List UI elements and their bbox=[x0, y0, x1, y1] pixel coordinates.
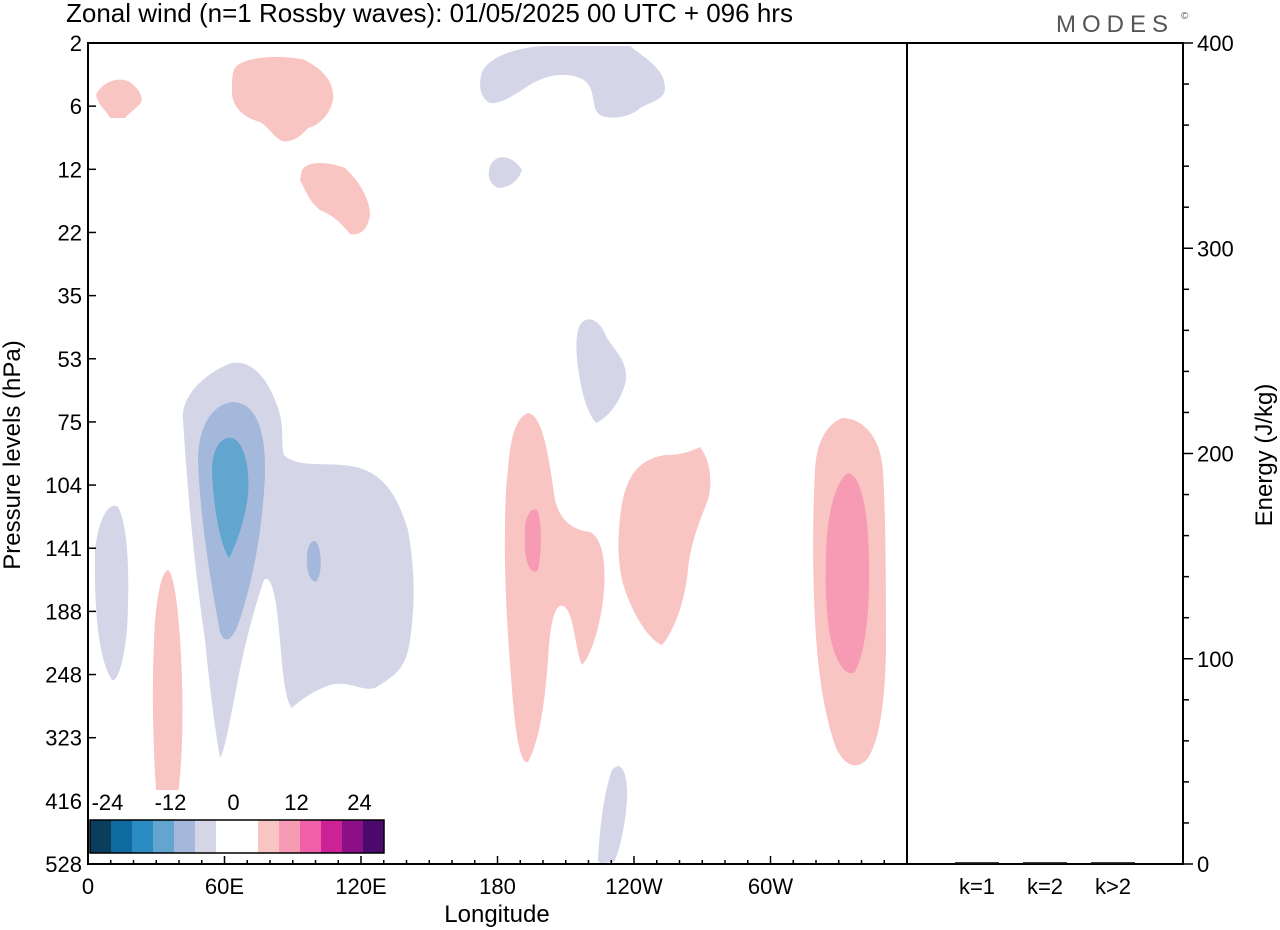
pos-weak-contour bbox=[232, 56, 334, 142]
y-tick-label: 141 bbox=[45, 536, 82, 561]
wavenumber-labels: k=1 k=2 k>2 bbox=[959, 874, 1131, 899]
colorbar-swatch bbox=[237, 820, 258, 853]
energy-tick-label: 300 bbox=[1197, 236, 1234, 261]
y-tick-label: 12 bbox=[58, 157, 82, 182]
y-tick-label: 528 bbox=[45, 852, 82, 877]
energy-tick-label: 0 bbox=[1197, 852, 1209, 877]
y-tick-label: 53 bbox=[58, 347, 82, 372]
pressure-axis: 2 6 12 22 35 53 75 104 141 188 248 323 416 528 bbox=[45, 31, 96, 877]
y-tick-label: 416 bbox=[45, 789, 82, 814]
y-tick-label: 323 bbox=[45, 726, 82, 751]
x-tick-label: 180 bbox=[479, 874, 516, 899]
y-tick-label: 188 bbox=[45, 599, 82, 624]
colorbar-swatch bbox=[342, 820, 363, 853]
colorbar-frame bbox=[89, 819, 385, 854]
colorbar-swatch bbox=[363, 820, 384, 853]
x-axis-label: Longitude bbox=[444, 901, 549, 928]
y-tick-label: 75 bbox=[58, 410, 82, 435]
pos-mid-contour bbox=[525, 509, 541, 572]
y-axis-label-left: Pressure levels (hPa) bbox=[0, 340, 26, 569]
y-tick-label: 6 bbox=[70, 94, 82, 119]
colorbar-swatch bbox=[279, 820, 300, 853]
energy-tick-label: 200 bbox=[1197, 442, 1234, 467]
colorbar-swatch bbox=[153, 820, 174, 853]
x-tick-label: 60E bbox=[205, 874, 244, 899]
colorbar-swatch bbox=[90, 820, 111, 853]
neg-weak-contour bbox=[598, 766, 628, 863]
neg-weak-contour bbox=[576, 319, 627, 423]
y-axis-label-right: Energy (J/kg) bbox=[1251, 384, 1278, 527]
pos-weak-contour bbox=[152, 570, 183, 825]
neg-strong-contour bbox=[212, 437, 249, 558]
colorbar-swatch bbox=[258, 820, 279, 853]
longitude-axis: 0 60E 120E 180 120W 60W bbox=[82, 856, 908, 899]
colorbar-tick-label: 0 bbox=[227, 790, 239, 815]
energy-tick-label: 400 bbox=[1197, 31, 1234, 56]
energy-plot-frame bbox=[906, 42, 1184, 865]
neg-weak-contour bbox=[488, 157, 522, 188]
colorbar-tick-label: 12 bbox=[284, 790, 308, 815]
colorbar-swatch bbox=[132, 820, 153, 853]
colorbar-swatch bbox=[111, 820, 132, 853]
wavenumber-label: k=1 bbox=[959, 874, 995, 899]
wavenumber-label: k>2 bbox=[1095, 874, 1131, 899]
pos-mid-contour bbox=[825, 473, 870, 674]
y-tick-label: 248 bbox=[45, 663, 82, 688]
y-tick-label: 35 bbox=[58, 284, 82, 309]
wavenumber-label: k=2 bbox=[1027, 874, 1063, 899]
logo-copyright-mark: © bbox=[1181, 11, 1189, 22]
chart-title: Zonal wind (n=1 Rossby waves): 01/05/202… bbox=[66, 0, 793, 28]
pos-weak-contour bbox=[618, 447, 711, 645]
colorbar: -24 -12 0 12 24 bbox=[89, 790, 385, 854]
y-tick-label: 2 bbox=[70, 31, 82, 56]
energy-axis: 0 100 200 300 400 bbox=[1183, 31, 1234, 877]
y-tick-label: 22 bbox=[58, 220, 82, 245]
y-tick-label: 104 bbox=[45, 473, 82, 498]
colorbar-tick-label: -24 bbox=[92, 790, 124, 815]
energy-bars bbox=[955, 862, 1135, 864]
x-tick-label: 120W bbox=[605, 874, 663, 899]
modes-logo: MODES bbox=[1056, 11, 1174, 38]
pos-weak-contour bbox=[96, 79, 142, 118]
neg-weak-contour bbox=[480, 46, 665, 118]
x-tick-label: 60W bbox=[748, 874, 793, 899]
x-tick-label: 120E bbox=[335, 874, 386, 899]
colorbar-swatch bbox=[300, 820, 321, 853]
energy-tick-label: 100 bbox=[1197, 647, 1234, 672]
pos-weak-contour bbox=[504, 413, 605, 763]
neg-weak-contour bbox=[94, 505, 129, 681]
colorbar-tick-label: 24 bbox=[347, 790, 371, 815]
colorbar-swatch bbox=[216, 820, 237, 853]
x-tick-label: 0 bbox=[82, 874, 94, 899]
pos-weak-contour bbox=[300, 163, 370, 235]
colorbar-swatch bbox=[195, 820, 216, 853]
colorbar-swatch bbox=[174, 820, 195, 853]
colorbar-swatch bbox=[321, 820, 342, 853]
contour-field bbox=[94, 46, 886, 863]
colorbar-tick-label: -12 bbox=[155, 790, 187, 815]
neg-mid-contour bbox=[306, 540, 321, 582]
